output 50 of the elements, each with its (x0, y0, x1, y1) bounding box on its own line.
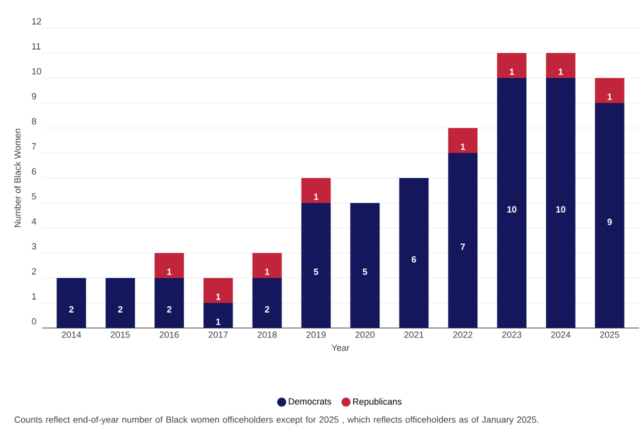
data-label: 1 (314, 194, 318, 200)
y-tick-label: 10 (32, 68, 42, 74)
x-tick-label: 2025 (600, 332, 620, 338)
data-label: 9 (607, 218, 612, 226)
y-tick-label: 11 (32, 43, 40, 50)
y-tick-label: 7 (32, 143, 36, 150)
x-tick-label: 2019 (306, 332, 326, 338)
x-tick-label: 2020 (355, 332, 375, 338)
data-label: 1 (216, 294, 220, 300)
y-tick-label: 6 (32, 168, 36, 174)
y-tick-label: 4 (32, 218, 36, 224)
data-label: 1 (608, 94, 612, 100)
y-tick-label: 3 (32, 243, 36, 250)
data-label: 1 (510, 68, 514, 75)
x-tick-label: 2014 (62, 332, 82, 338)
data-label: 1 (558, 68, 563, 75)
x-tick-label: 2022 (453, 332, 472, 338)
text: Counts reflect end-of-year number of Black women officeholders except for 2025 , which reflects officeholders as of January 2025. (14, 416, 538, 425)
x-tick-label: 2016 (160, 332, 179, 338)
data-label: 1 (460, 144, 466, 150)
x-tick-label: 2018 (258, 332, 277, 338)
x-tick-label: 2024 (551, 332, 570, 338)
legend-label: Democrats (288, 398, 332, 405)
data-label: 1 (167, 268, 172, 275)
data-label: 1 (216, 318, 220, 325)
data-label: 5 (314, 268, 318, 275)
y-tick-label: 2 (32, 268, 36, 274)
x-tick-label: 2015 (110, 332, 130, 338)
x-tick-label: 2017 (208, 332, 228, 338)
y-tick-label: 1 (32, 293, 36, 300)
data-label: 1 (265, 268, 270, 275)
data-label: 10 (556, 206, 566, 213)
data-label: 10 (507, 206, 516, 213)
legend-label: Republicans (353, 398, 402, 407)
data-label: 2 (118, 306, 122, 312)
x-tick-label: 2023 (502, 332, 522, 338)
y-tick-label: 9 (32, 93, 36, 100)
y-tick-label: 8 (32, 118, 36, 124)
y-tick-label: 12 (32, 18, 42, 24)
data-label: 7 (460, 244, 465, 250)
data-label: 6 (412, 256, 416, 263)
data-label: 2 (264, 306, 270, 312)
y-axis-title: Number of Black Women (14, 128, 21, 227)
y-tick-label: 5 (32, 193, 36, 200)
x-axis-title: Year (332, 344, 350, 351)
data-label: 2 (167, 306, 172, 312)
data-label: 5 (362, 268, 368, 275)
data-label: 2 (69, 306, 74, 312)
y-tick-label: 0 (32, 318, 36, 324)
x-tick-label: 2021 (404, 332, 424, 338)
